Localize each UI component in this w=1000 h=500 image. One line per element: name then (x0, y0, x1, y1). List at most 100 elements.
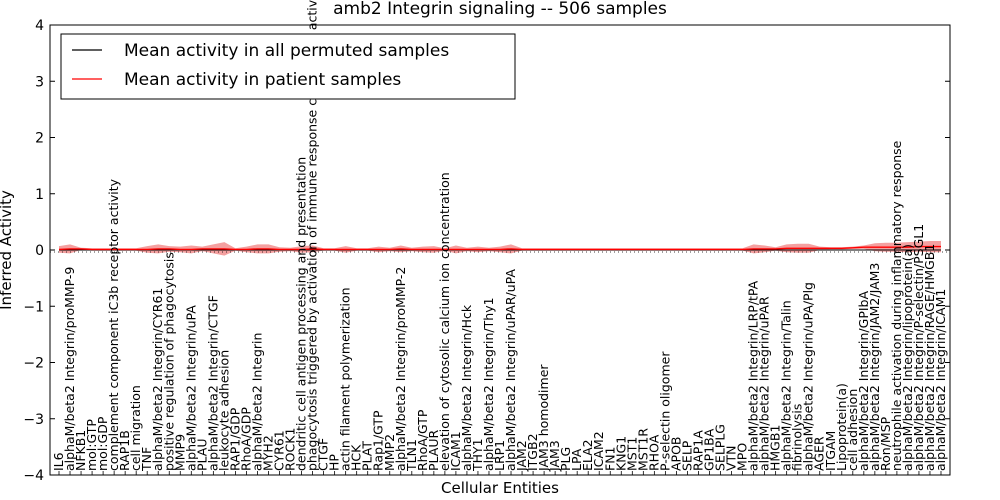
confidence-band-layer (59, 241, 941, 256)
y-tick-label: −4 (23, 468, 44, 484)
legend: Mean activity in all permuted samples Mea… (60, 33, 516, 100)
x-tick-label: alphaM/beta2 Integrin/lipoprotein(a) (900, 244, 915, 471)
x-tick-label: HCK (349, 444, 364, 471)
x-tick-label: alphaM/beta2 Integrin/uPAR/uPA (503, 269, 518, 471)
x-tick-label: LPA (569, 448, 584, 471)
x-tick-label: PLAT (360, 441, 375, 471)
x-tick-label: CYR61 (272, 430, 287, 471)
legend-label: Mean activity in all permuted samples (124, 41, 449, 61)
y-axis-label: Inferred Activity (0, 190, 15, 310)
x-tick-label: leukocyte adhesion (216, 350, 231, 471)
x-tick-label: Ron/MSP (878, 416, 893, 471)
x-tick-label: alphaM/beta2 Integrin/Talin (779, 300, 794, 471)
x-tick-label: TLN1 (404, 439, 419, 472)
y-tick-label: 2 (35, 131, 44, 147)
x-tick-label: alphaM/beta2 Integrin (249, 333, 264, 471)
x-tick-label: alphaM/beta2 Integrin/LRP/tPA (746, 280, 761, 471)
x-tick-label: elevation of cytosolic calcium ion conce… (437, 172, 452, 471)
x-tick-label: alphaM/beta2 Integrin/proMMP-9 (62, 267, 77, 471)
x-tick-label: neutrophile activation during inflammato… (889, 140, 904, 471)
x-tick-label: cell migration (128, 385, 143, 471)
x-tick-label: ELA2 (580, 439, 595, 471)
x-tick-label: ICAM1 (448, 431, 463, 471)
x-tick-label: HP (327, 454, 342, 471)
x-tick-label: alphaM/beta2 Integrin/GPIbA (856, 291, 871, 471)
y-tick-label: −3 (23, 412, 44, 428)
x-tick-label: IL6 (51, 452, 66, 471)
x-tick-label: GP1BA (701, 428, 716, 471)
x-tick-label: P-selectin oligomer (657, 351, 672, 471)
series-layer (58, 245, 941, 251)
x-tick-label: JAM3 homodimer (536, 364, 551, 472)
y-tick-label: 3 (35, 74, 44, 90)
x-tick-label: HMGB1 (768, 425, 783, 471)
x-tick-label: alphaM/beta2 Integrin/uPAR (757, 296, 772, 471)
y-axis-ticks: −4 −3 −2 −1 0 1 2 3 4 (23, 18, 950, 484)
x-tick-label: MYH2 (260, 435, 275, 471)
x-tick-label: fibrinolysis (790, 404, 805, 471)
x-tick-label: PLAU (194, 439, 209, 472)
patient-confidence-band (59, 241, 941, 256)
y-tick-label: 0 (35, 243, 44, 259)
x-tick-label: SELPLG (713, 424, 728, 471)
x-tick-label: complement component iC3b receptor activ… (106, 178, 121, 471)
x-tick-label: JAM3 (547, 440, 562, 472)
x-tick-label: ITGAM (823, 431, 838, 471)
x-tick-label: SELP (679, 440, 694, 471)
x-tick-label: alphaM/beta2 Integrin/proMMP-2 (393, 267, 408, 471)
x-tick-label: cell adhesion (845, 389, 860, 471)
x-tick-label: alphaM/beta2 Integrin/JAM2/JAM3 (867, 263, 882, 471)
x-tick-label: alphaM/beta2 Integrin/uPA/Plg (801, 282, 816, 471)
x-tick-label: JAM2 (514, 440, 529, 472)
y-tick-label: −1 (23, 299, 44, 315)
x-tick-label: FN1 (602, 447, 617, 472)
y-tick-label: 1 (35, 187, 44, 203)
x-tick-label: ROCK1 (283, 428, 298, 471)
x-tick-label: alphaM/beta2 Integrin/ICAM1 (933, 289, 948, 471)
x-tick-label: alphaM/beta2 Integrin/RAGE/HMGB1 (922, 244, 937, 471)
x-tick-label: mol:GDP (95, 416, 110, 471)
x-tick-label: NFKB1 (73, 430, 88, 471)
x-tick-label: THY1 (470, 438, 485, 472)
x-tick-label: RhoA/GDP (238, 407, 253, 471)
patient-mean-line (58, 245, 941, 251)
x-tick-label: APOB (668, 436, 683, 471)
x-tick-label: alphaM/beta2 Integrin/uPA (183, 305, 198, 471)
x-tick-label: alphaM/beta2 Integrin/CYR61 (150, 288, 165, 471)
x-tick-label: PLG (558, 447, 573, 471)
x-tick-label: Lipoprotein(a) (834, 383, 849, 471)
x-tick-label: ITGB2 (525, 433, 540, 471)
x-tick-label: dendritic cell antigen processing and pr… (294, 157, 309, 471)
chart-title: amb2 Integrin signaling -- 506 samples (333, 0, 667, 19)
x-tick-label: alphaM/beta2 Integrin/CTGF (205, 295, 220, 471)
x-tick-label: MST1R (635, 428, 650, 471)
x-tick-label: alphaM/beta2 Integrin/Hck (459, 304, 474, 471)
x-tick-label: MST1 (624, 437, 639, 471)
x-tick-label: Rap1/GTP (371, 410, 386, 471)
y-tick-label: 4 (35, 18, 44, 34)
x-tick-label: phagocytosis triggered by activation of … (305, 0, 320, 471)
legend-label: Mean activity in patient samples (124, 70, 401, 90)
x-tick-label: KNG1 (613, 436, 628, 471)
x-tick-label: MMP2 (382, 434, 397, 471)
x-tick-label: PLAUR (426, 430, 441, 471)
legend-box (60, 33, 516, 100)
x-tick-label: RAP1/GDP (227, 407, 242, 471)
x-tick-label: VTN (724, 445, 739, 471)
x-tick-label: alphaM/beta2 Integrin/P-selectin/PSGL1 (911, 224, 926, 471)
x-axis-label: Cellular Entities (441, 479, 559, 497)
x-tick-label: LRP1 (492, 440, 507, 471)
x-tick-label: AGER (812, 436, 827, 471)
y-tick-label: −2 (23, 356, 44, 372)
x-tick-label: CTGF (316, 438, 331, 471)
x-tick-label: MMP9 (172, 434, 187, 471)
x-tick-label: RhoA/GTP (415, 409, 430, 471)
x-tick-label: RHOA (646, 434, 661, 471)
x-tick-label: alphaM/beta2 Integrin/Thy1 (481, 297, 496, 471)
x-tick-label: mol:GTP (84, 419, 99, 471)
x-tick-label: ICAM2 (591, 431, 606, 471)
x-tick-label: TNF (139, 447, 154, 472)
x-tick-label: actin filament polymerization (338, 287, 353, 471)
